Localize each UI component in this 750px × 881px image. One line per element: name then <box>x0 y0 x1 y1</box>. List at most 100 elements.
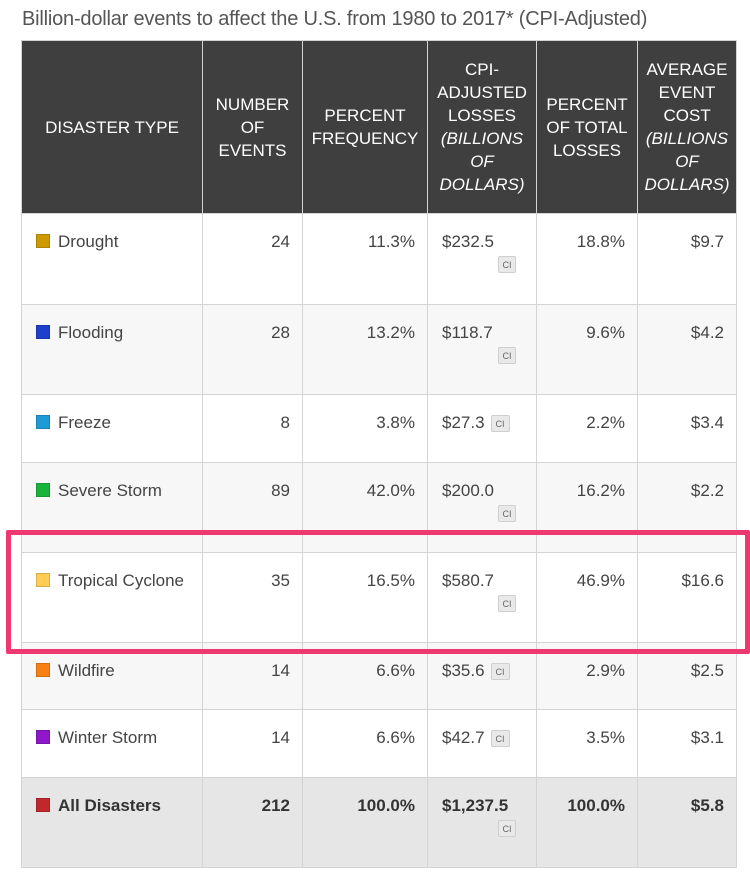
cell-cpi-adjusted-losses: $118.7 CI <box>427 304 537 395</box>
ci-button[interactable]: CI <box>498 256 516 273</box>
cell-average-event-cost: $2.2 <box>637 462 737 553</box>
disaster-table: DISASTER TYPE NUMBER OF EVENTS PERCENT F… <box>21 40 737 868</box>
cell-percent-of-total-losses: 2.2% <box>536 394 638 463</box>
cell-percent-of-total-losses: 2.9% <box>536 642 638 710</box>
table-row-highlighted: Tropical Cyclone 35 16.5% $580.7 CI 46.9%… <box>21 552 737 643</box>
cell-cpi-adjusted-losses: $200.0 CI <box>427 462 537 553</box>
cell-cpi-adjusted-losses: $1,237.5 CI <box>427 777 537 868</box>
table-row: Freeze 8 3.8% $27.3 CI 2.2% $3.4 <box>21 394 737 463</box>
losses-value: $200.0 <box>442 481 494 500</box>
cell-number-of-events: 14 <box>202 709 303 778</box>
cell-average-event-cost: $3.1 <box>637 709 737 778</box>
cell-average-event-cost: $4.2 <box>637 304 737 395</box>
cell-percent-of-total-losses: 9.6% <box>536 304 638 395</box>
cell-percent-frequency: 16.5% <box>302 552 428 643</box>
cell-percent-frequency: 3.8% <box>302 394 428 463</box>
table-row: Severe Storm 89 42.0% $200.0 CI 16.2% $2.… <box>21 462 737 553</box>
header-cpi-adjusted-losses[interactable]: CPI-ADJUSTED LOSSES (BILLIONS OF DOLLARS… <box>427 40 537 214</box>
header-disaster-type[interactable]: DISASTER TYPE <box>21 40 203 214</box>
table-row: Drought 24 11.3% $232.5 CI 18.8% $9.7 <box>21 213 737 305</box>
cell-number-of-events: 24 <box>202 213 303 305</box>
cell-cpi-adjusted-losses: $27.3 CI <box>427 394 537 463</box>
ci-button[interactable]: CI <box>490 415 510 433</box>
losses-value: $118.7 <box>442 323 493 342</box>
page-title: Billion-dollar events to affect the U.S.… <box>22 8 648 30</box>
ci-button[interactable]: CI <box>498 595 516 612</box>
cell-percent-of-total-losses: 16.2% <box>536 462 638 553</box>
header-unit: (BILLIONS OF DOLLARS) <box>644 129 730 194</box>
cell-number-of-events: 35 <box>202 552 303 643</box>
cell-number-of-events: 212 <box>202 777 303 868</box>
cell-percent-frequency: 100.0% <box>302 777 428 868</box>
cell-average-event-cost: $9.7 <box>637 213 737 305</box>
header-percent-frequency[interactable]: PERCENT FREQUENCY <box>302 40 428 214</box>
cell-percent-frequency: 6.6% <box>302 642 428 710</box>
ci-button[interactable]: CI <box>498 347 516 364</box>
table-header-row: DISASTER TYPE NUMBER OF EVENTS PERCENT F… <box>21 40 737 214</box>
cell-cpi-adjusted-losses: $580.7 CI <box>427 552 537 643</box>
color-swatch <box>36 730 50 744</box>
header-unit: (BILLIONS OF DOLLARS) <box>439 129 525 194</box>
cell-average-event-cost: $2.5 <box>637 642 737 710</box>
cell-percent-frequency: 6.6% <box>302 709 428 778</box>
ci-button[interactable]: CI <box>498 820 516 837</box>
losses-value: $27.3 <box>442 413 485 432</box>
disaster-type-label: Flooding <box>58 323 124 342</box>
ci-button[interactable]: CI <box>498 505 516 522</box>
cell-number-of-events: 14 <box>202 642 303 710</box>
color-swatch <box>36 573 50 587</box>
disaster-type-label: Wildfire <box>58 661 115 680</box>
cell-average-event-cost: $16.6 <box>637 552 737 643</box>
disaster-type-label: Severe Storm <box>58 481 162 500</box>
cell-disaster-type: Severe Storm <box>21 462 203 553</box>
cell-disaster-type: Drought <box>21 213 203 305</box>
header-average-event-cost[interactable]: AVERAGE EVENT COST (BILLIONS OF DOLLARS) <box>637 40 737 214</box>
ci-button[interactable]: CI <box>490 663 510 681</box>
color-swatch <box>36 798 50 812</box>
cell-percent-of-total-losses: 46.9% <box>536 552 638 643</box>
cell-percent-of-total-losses: 3.5% <box>536 709 638 778</box>
cell-number-of-events: 89 <box>202 462 303 553</box>
ci-button[interactable]: CI <box>490 730 510 748</box>
cell-percent-of-total-losses: 100.0% <box>536 777 638 868</box>
table-row: Winter Storm 14 6.6% $42.7 CI 3.5% $3.1 <box>21 709 737 778</box>
header-label: PERCENT OF TOTAL LOSSES <box>546 94 628 160</box>
color-swatch <box>36 415 50 429</box>
header-label: NUMBER OF EVENTS <box>215 94 290 160</box>
color-swatch <box>36 663 50 677</box>
losses-value: $580.7 <box>442 571 494 590</box>
disaster-type-label: Drought <box>58 232 119 251</box>
losses-value: $1,237.5 <box>442 796 509 815</box>
header-label: PERCENT FREQUENCY <box>311 106 419 148</box>
table-total-row: All Disasters 212 100.0% $1,237.5 CI 100.… <box>21 777 737 868</box>
header-label: DISASTER TYPE <box>45 117 179 137</box>
cell-disaster-type: Winter Storm <box>21 709 203 778</box>
table-row: Flooding 28 13.2% $118.7 CI 9.6% $4.2 <box>21 304 737 395</box>
disaster-type-label: All Disasters <box>58 796 161 815</box>
cell-percent-frequency: 11.3% <box>302 213 428 305</box>
cell-disaster-type: Tropical Cyclone <box>21 552 203 643</box>
cell-average-event-cost: $5.8 <box>637 777 737 868</box>
header-number-of-events[interactable]: NUMBER OF EVENTS <box>202 40 303 214</box>
disaster-type-label: Tropical Cyclone <box>58 571 184 590</box>
cell-percent-of-total-losses: 18.8% <box>536 213 638 305</box>
header-label: CPI-ADJUSTED LOSSES <box>437 60 527 125</box>
cell-percent-frequency: 42.0% <box>302 462 428 553</box>
cell-percent-frequency: 13.2% <box>302 304 428 395</box>
header-percent-of-total-losses[interactable]: PERCENT OF TOTAL LOSSES <box>536 40 638 214</box>
header-label: AVERAGE EVENT COST <box>646 60 728 125</box>
cell-number-of-events: 8 <box>202 394 303 463</box>
cell-cpi-adjusted-losses: $232.5 CI <box>427 213 537 305</box>
cell-disaster-type: Freeze <box>21 394 203 463</box>
disaster-type-label: Winter Storm <box>58 728 158 747</box>
cell-disaster-type: Flooding <box>21 304 203 395</box>
color-swatch <box>36 234 50 248</box>
losses-value: $232.5 <box>442 232 494 251</box>
losses-value: $42.7 <box>442 728 485 747</box>
cell-cpi-adjusted-losses: $35.6 CI <box>427 642 537 710</box>
cell-disaster-type: Wildfire <box>21 642 203 710</box>
color-swatch <box>36 483 50 497</box>
losses-value: $35.6 <box>442 661 485 680</box>
table-row: Wildfire 14 6.6% $35.6 CI 2.9% $2.5 <box>21 642 737 710</box>
cell-number-of-events: 28 <box>202 304 303 395</box>
